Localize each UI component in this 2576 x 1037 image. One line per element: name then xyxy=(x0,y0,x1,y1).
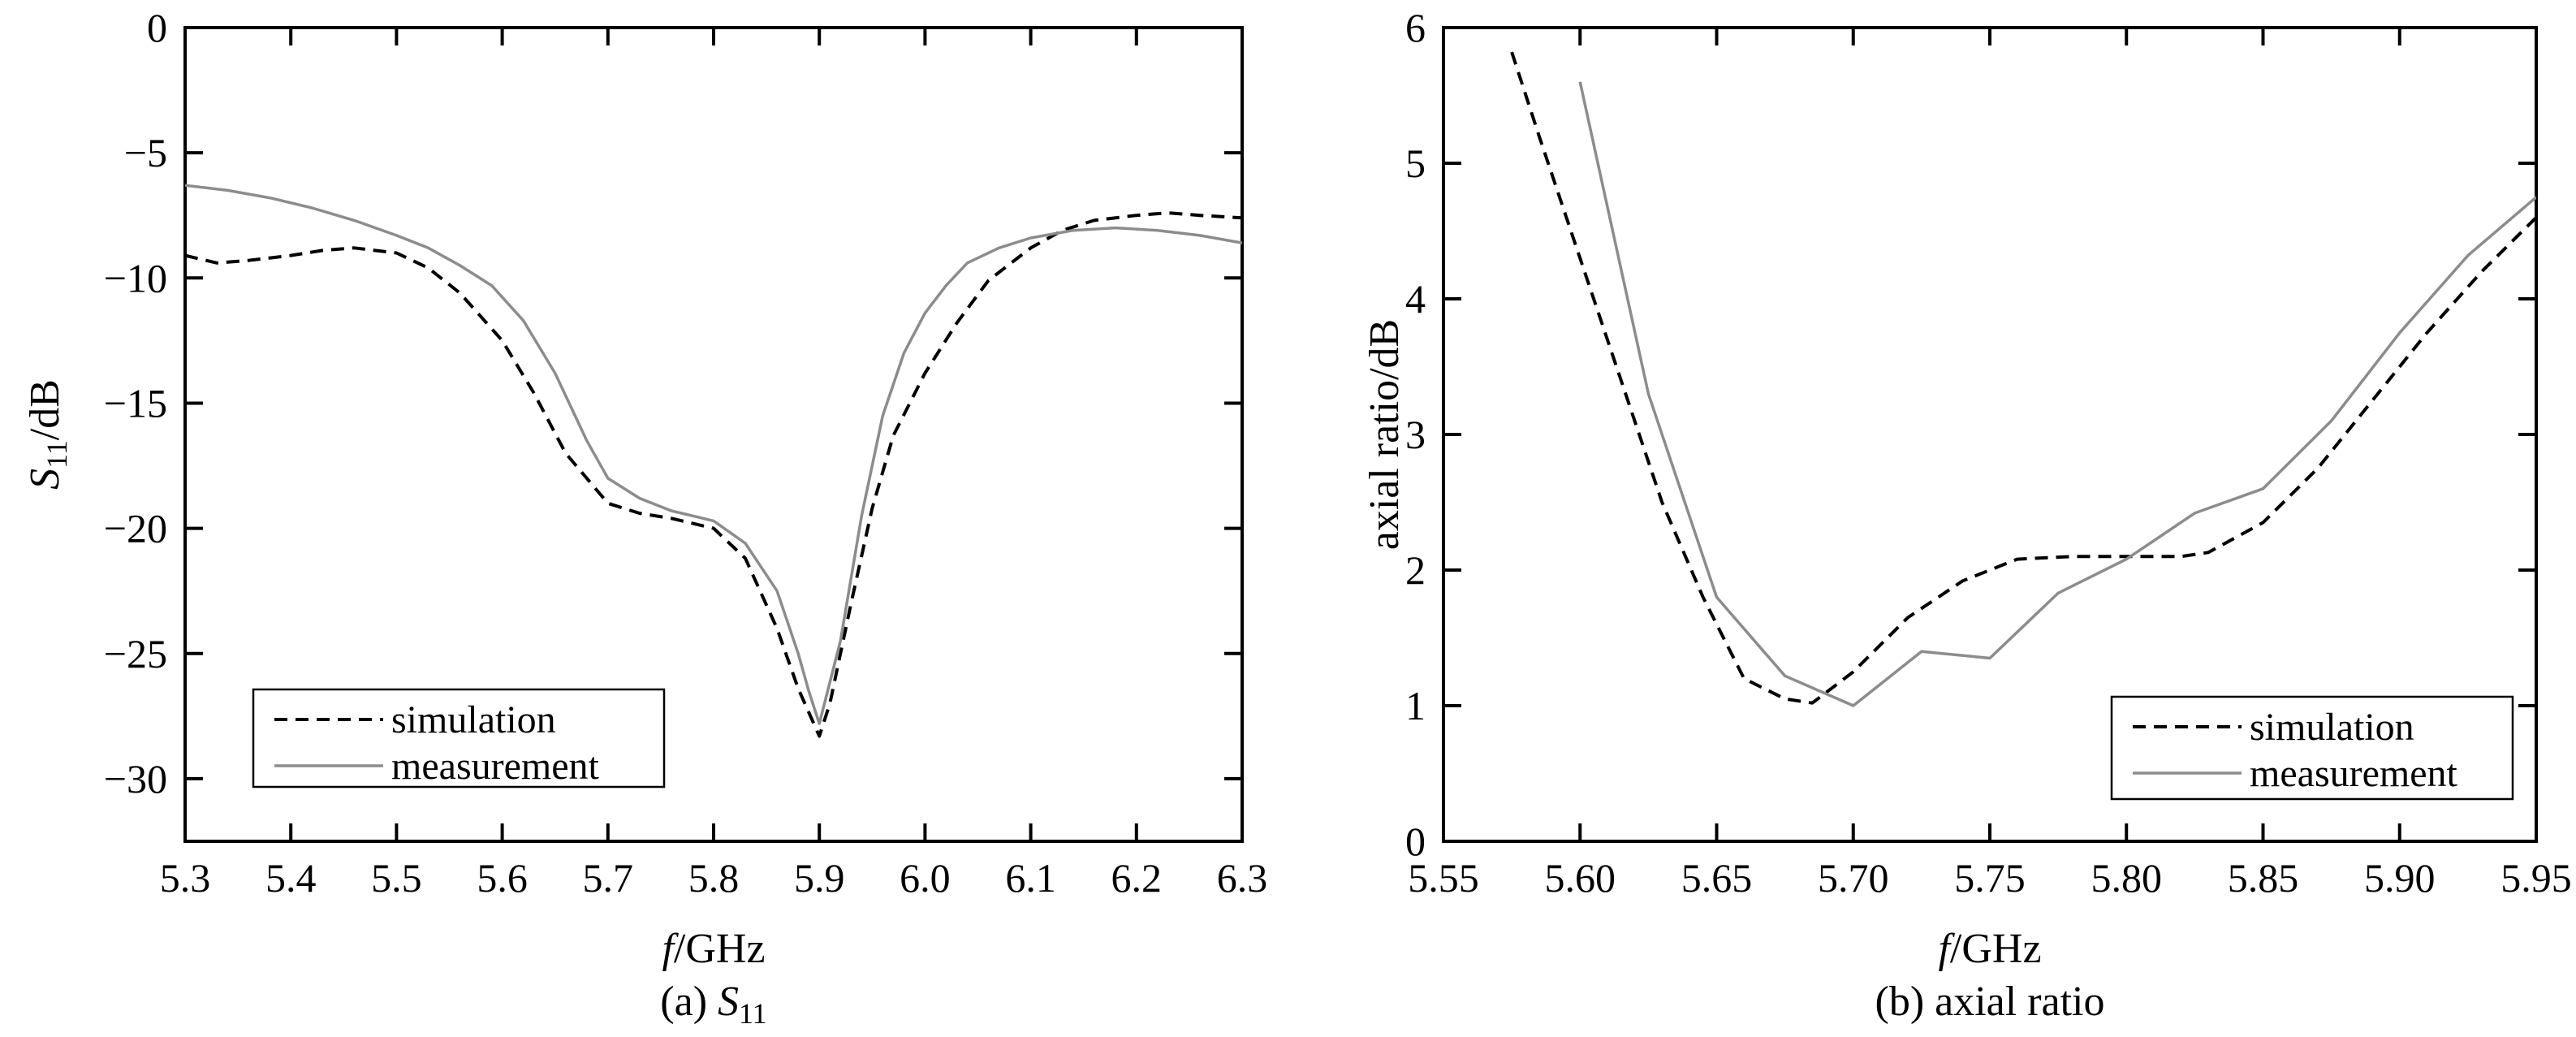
x-tick-label: 5.3 xyxy=(160,855,211,901)
y-tick-label: −30 xyxy=(104,756,167,802)
y-tick-label: 3 xyxy=(1405,412,1426,457)
y-axis-label: S11/dB xyxy=(22,379,73,490)
y-tick-label: −20 xyxy=(104,506,167,551)
x-axis-label-unit: /GHz xyxy=(674,926,766,972)
x-tick-label: 5.65 xyxy=(1681,855,1753,901)
series-line-simulation xyxy=(1510,51,2536,705)
legend-label-simulation: simulation xyxy=(2250,706,2414,749)
caption-subscript: 11 xyxy=(739,997,767,1030)
series-line-measurement xyxy=(185,184,1242,725)
x-tick-label: 5.85 xyxy=(2228,855,2299,901)
x-tick-label: 5.60 xyxy=(1545,855,1616,901)
panel-a-s11-chart: 5.3 5.4 5.5 5.6 5.7 5.8 5.9 6.0 6.1 6.2 6.3 0 −5 −10 −… xyxy=(22,5,1267,1030)
panel-b-axial-ratio-chart: 5.55 5.60 5.65 5.70 5.75 5.80 5.85 5.90 5.95 0 1 2 3… xyxy=(1361,5,2572,1025)
x-tick-label: 5.70 xyxy=(1818,855,1889,901)
x-tick-label: 5.6 xyxy=(477,855,528,901)
x-tick-label: 5.55 xyxy=(1408,855,1479,901)
y-tick-label: 2 xyxy=(1405,547,1426,593)
x-tick-label: 5.9 xyxy=(794,855,845,901)
y-tick-label: 1 xyxy=(1405,683,1426,728)
y-tick-label: 0 xyxy=(1405,819,1426,864)
panel-caption: (b) axial ratio xyxy=(1875,979,2105,1025)
y-tick-label: −10 xyxy=(104,255,167,300)
series-line-measurement xyxy=(1578,81,2536,707)
x-tick-label: 5.95 xyxy=(2500,855,2572,901)
y-tick-label: 5 xyxy=(1405,140,1426,186)
x-tick-label: 5.90 xyxy=(2364,855,2436,901)
x-tick-label: 5.7 xyxy=(583,855,634,901)
x-tick-label: 6.2 xyxy=(1111,855,1163,901)
x-tick-label: 6.3 xyxy=(1217,855,1268,901)
series-line-simulation xyxy=(185,211,1242,738)
x-tick-label: 5.80 xyxy=(2091,855,2163,901)
x-axis-label: f/GHz xyxy=(662,926,765,972)
x-tick-label: 5.5 xyxy=(371,855,422,901)
caption-symbol: S xyxy=(718,979,739,1025)
y-axis-label: axial ratio/dB xyxy=(1361,319,1408,550)
y-tick-label: 0 xyxy=(147,5,167,50)
panel-caption: (a) S11 xyxy=(660,979,766,1030)
x-tick-label: 6.1 xyxy=(1005,855,1056,901)
legend-label-measurement: measurement xyxy=(391,745,600,788)
x-tick-label: 5.8 xyxy=(688,855,740,901)
legend-label-measurement: measurement xyxy=(2250,752,2458,795)
x-tick-label: 5.4 xyxy=(265,855,317,901)
x-axis-label: f/GHz xyxy=(1938,926,2041,972)
legend-box xyxy=(252,688,666,789)
y-tick-label: −25 xyxy=(104,631,167,676)
legend-label-simulation: simulation xyxy=(391,698,556,741)
x-tick-label: 6.0 xyxy=(900,855,951,901)
y-axis-label-symbol: S xyxy=(22,469,68,490)
y-tick-label: −15 xyxy=(104,380,167,426)
y-tick-label: −5 xyxy=(124,130,167,175)
legend-box xyxy=(2110,695,2514,801)
y-tick-label: 4 xyxy=(1405,276,1426,322)
x-axis-label-unit: /GHz xyxy=(1950,926,2042,972)
y-tick-label: 6 xyxy=(1405,5,1426,50)
caption-prefix: (a) xyxy=(660,979,718,1025)
y-axis-label-subscript: 11 xyxy=(41,440,73,469)
x-tick-label: 5.75 xyxy=(1954,855,2026,901)
y-axis-label-unit: /dB xyxy=(22,379,68,440)
